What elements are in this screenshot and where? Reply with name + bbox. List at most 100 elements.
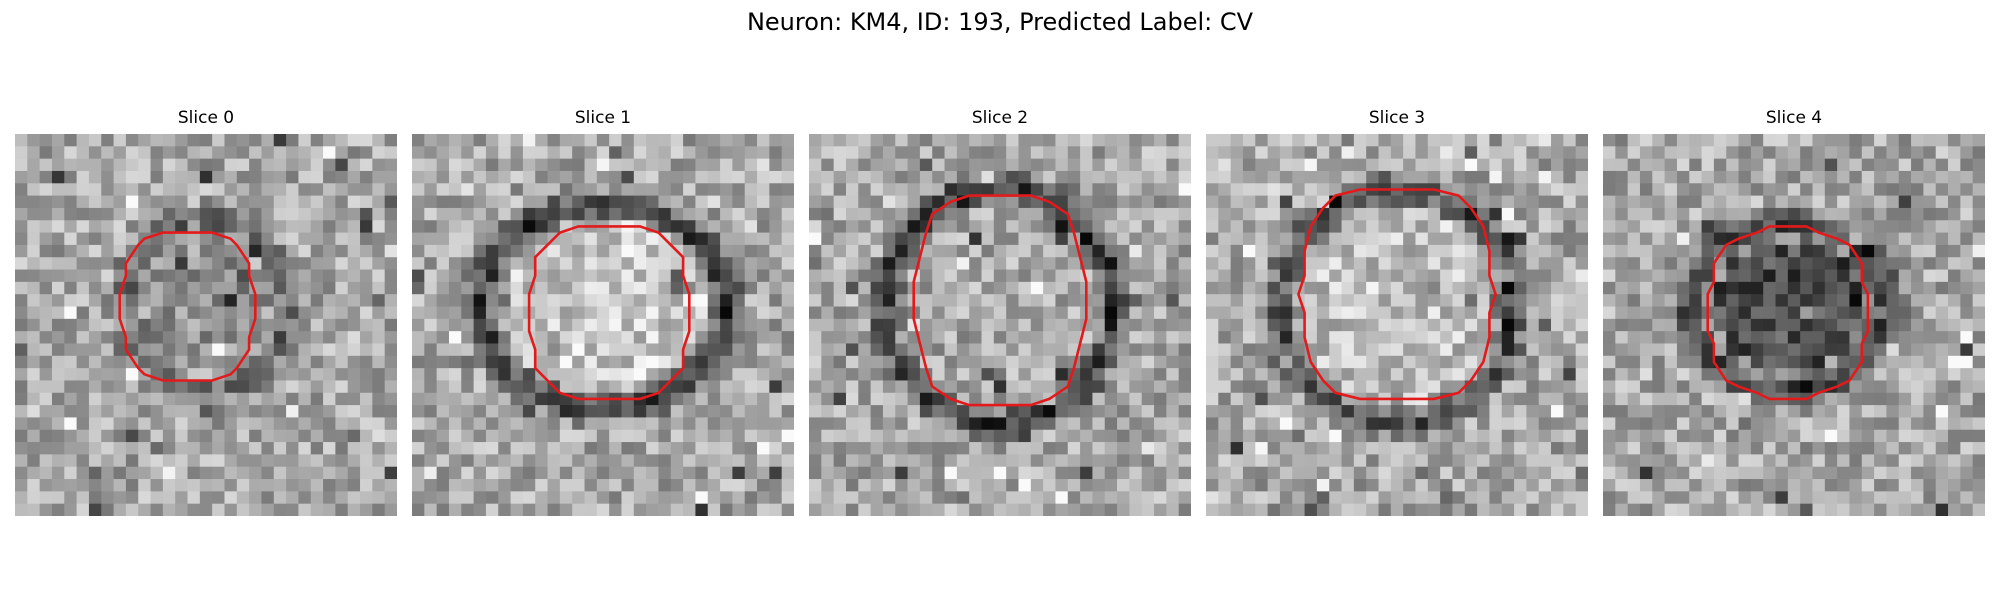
pixel-cell xyxy=(919,503,933,516)
pixel-cell xyxy=(1178,405,1191,419)
pixel-cell xyxy=(1390,491,1404,505)
pixel-cell xyxy=(670,343,684,357)
pixel-cell xyxy=(310,355,324,369)
pixel-cell xyxy=(76,244,90,258)
pixel-cell xyxy=(261,306,275,320)
pixel-cell xyxy=(1154,355,1167,369)
pixel-cell xyxy=(596,158,610,172)
pixel-cell xyxy=(461,195,475,209)
pixel-cell xyxy=(1440,405,1454,419)
pixel-cell xyxy=(412,380,425,394)
pixel-cell xyxy=(670,306,684,320)
pixel-cell xyxy=(683,244,697,258)
pixel-cell xyxy=(461,442,475,455)
pixel-cell xyxy=(981,491,995,505)
pixel-cell xyxy=(1279,466,1293,480)
pixel-cell xyxy=(1292,343,1306,357)
pixel-cell xyxy=(187,220,201,234)
pixel-cell xyxy=(485,281,499,295)
pixel-cell xyxy=(448,429,462,443)
pixel-cell xyxy=(249,170,263,184)
pixel-cell xyxy=(1080,244,1094,258)
pixel-cell xyxy=(870,146,884,160)
pixel-cell xyxy=(1292,331,1306,345)
pixel-cell xyxy=(695,392,709,406)
pixel-cell xyxy=(412,503,425,516)
pixel-cell xyxy=(125,331,139,345)
pixel-cell xyxy=(175,392,189,406)
pixel-cell xyxy=(473,417,487,431)
pixel-cell xyxy=(1911,244,1924,258)
pixel-cell xyxy=(1812,368,1826,382)
pixel-cell xyxy=(1018,392,1032,406)
pixel-cell xyxy=(212,170,226,184)
pixel-cell xyxy=(732,442,746,455)
pixel-cell xyxy=(1292,207,1306,221)
pixel-cell xyxy=(372,454,386,468)
pixel-cell xyxy=(473,454,487,468)
pixel-cell xyxy=(882,244,896,258)
pixel-cell xyxy=(821,429,835,443)
pixel-cell xyxy=(1477,442,1491,455)
pixel-cell xyxy=(1514,220,1527,234)
pixel-cell xyxy=(39,244,53,258)
pixel-cell xyxy=(633,294,647,308)
pixel-cell xyxy=(1960,318,1974,332)
pixel-cell xyxy=(187,207,201,221)
pixel-cell xyxy=(51,466,65,480)
pixel-cell xyxy=(658,355,672,369)
pixel-cell xyxy=(175,479,189,492)
pixel-cell xyxy=(633,146,647,160)
pixel-cell xyxy=(1923,220,1937,234)
pixel-cell xyxy=(1018,134,1032,147)
pixel-cell xyxy=(1117,392,1130,406)
pixel-cell xyxy=(286,220,300,234)
pixel-cell xyxy=(64,380,78,394)
pixel-cell xyxy=(769,355,783,369)
pixel-cell xyxy=(1464,429,1478,443)
pixel-cell xyxy=(919,257,933,271)
pixel-cell xyxy=(572,466,586,480)
pixel-cell xyxy=(1129,207,1143,221)
pixel-cell xyxy=(1874,244,1888,258)
pixel-cell xyxy=(993,269,1007,283)
pixel-cell xyxy=(646,269,660,283)
pixel-cell xyxy=(162,479,176,492)
pixel-cell xyxy=(1800,257,1814,271)
pixel-cell xyxy=(1972,479,1985,492)
pixel-cell xyxy=(510,134,524,147)
pixel-cell xyxy=(249,392,263,406)
pixel-cell xyxy=(969,244,983,258)
pixel-cell xyxy=(1501,146,1515,160)
pixel-cell xyxy=(1452,183,1466,197)
pixel-cell xyxy=(101,442,115,455)
pixel-cell xyxy=(360,417,373,431)
pixel-cell xyxy=(547,244,561,258)
pixel-cell xyxy=(1738,454,1752,468)
pixel-cell xyxy=(335,170,349,184)
pixel-cell xyxy=(1316,417,1330,431)
pixel-cell xyxy=(572,479,586,492)
pixel-cell xyxy=(273,232,287,246)
pixel-cell xyxy=(1652,429,1666,443)
pixel-cell xyxy=(273,294,287,308)
pixel-cell xyxy=(1267,491,1281,505)
pixel-cell xyxy=(695,466,709,480)
pixel-cell xyxy=(1477,269,1491,283)
pixel-cell xyxy=(932,405,946,419)
pixel-cell xyxy=(1538,343,1552,357)
pixel-cell xyxy=(1304,281,1318,295)
pixel-cell xyxy=(412,134,425,147)
pixel-cell xyxy=(559,146,573,160)
pixel-cell xyxy=(707,257,721,271)
pixel-cell xyxy=(236,503,250,516)
pixel-cell xyxy=(1440,429,1454,443)
pixel-cell xyxy=(1403,380,1417,394)
pixel-cell xyxy=(1141,170,1155,184)
pixel-cell xyxy=(1750,281,1764,295)
pixel-cell xyxy=(781,343,794,357)
pixel-cell xyxy=(1563,331,1577,345)
pixel-cell xyxy=(1018,306,1032,320)
pixel-cell xyxy=(907,405,921,419)
pixel-cell xyxy=(1206,294,1219,308)
